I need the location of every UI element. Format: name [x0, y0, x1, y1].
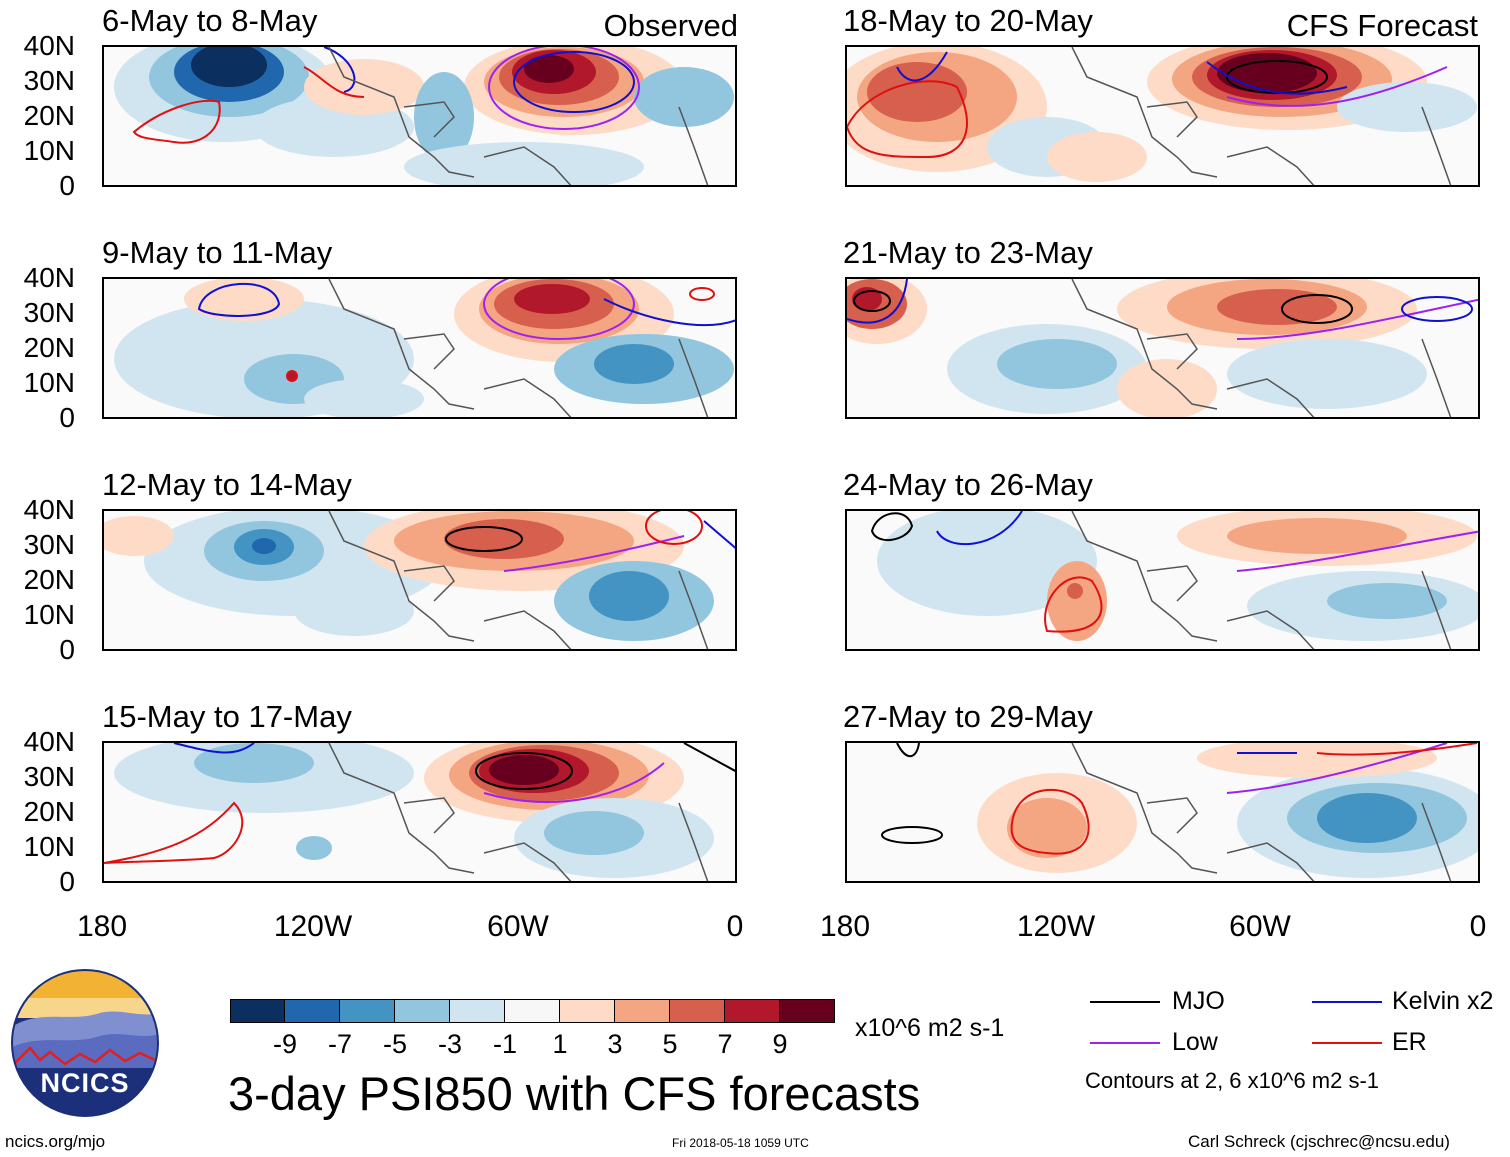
observed-label: Observed: [603, 8, 738, 43]
legend-label-er: ER: [1392, 1028, 1427, 1056]
colorbar-swatch: [615, 999, 670, 1023]
map-field-7: [870, 511, 1478, 649]
lat-label: 10N: [23, 135, 75, 166]
panel-title-7: 24-May to 26-May: [843, 467, 1093, 502]
colorbar-tick: -7: [327, 1029, 352, 1059]
lat-label: 40N: [23, 262, 75, 293]
lat-label: 40N: [23, 30, 75, 61]
map-field-6: [847, 279, 1478, 417]
legend-swatch-low: [1090, 1042, 1160, 1044]
map-field-8: [881, 743, 1478, 881]
map-panel-5: [845, 45, 1480, 187]
legend-swatch-mjo: [1090, 1001, 1160, 1003]
legend-swatch-er: [1312, 1042, 1382, 1044]
map-field-2: [114, 279, 735, 417]
colorbar-swatch: [230, 999, 285, 1023]
lat-label: 10N: [23, 831, 75, 862]
legend-label-mjo: MJO: [1172, 987, 1225, 1015]
lat-label: 10N: [23, 367, 75, 398]
panel-title-4: 15-May to 17-May: [102, 699, 352, 734]
forecast-label: CFS Forecast: [1286, 8, 1478, 43]
map-panel-3: [102, 509, 737, 651]
colorbar-swatch: [340, 999, 395, 1023]
panel-title-2: 9-May to 11-May: [102, 235, 333, 270]
lat-label: 0: [59, 170, 75, 201]
lat-label: 20N: [23, 100, 75, 131]
ncics-logo-text: NCICS: [40, 1068, 130, 1098]
lon-label: 0: [726, 910, 744, 943]
map-field-3: [104, 511, 735, 649]
ncics-logo-graphic: [11, 969, 159, 1117]
ncics-logo: NCICS: [10, 968, 160, 1118]
legend-label-low: Low: [1172, 1028, 1218, 1056]
map-panel-6: [845, 277, 1480, 419]
colorbar-tick: 9: [772, 1029, 788, 1059]
colorbar-swatch: [725, 999, 780, 1023]
colorbar-tick: -1: [492, 1029, 517, 1059]
colorbar-swatch: [670, 999, 725, 1023]
map-panel-4: [102, 741, 737, 883]
lat-label: 40N: [23, 494, 75, 525]
lat-label: 30N: [23, 761, 75, 792]
colorbar-units: x10^6 m2 s-1: [855, 1014, 1005, 1042]
lat-label: 10N: [23, 599, 75, 630]
footer-author: Carl Schreck (cjschrec@ncsu.edu): [1188, 1132, 1450, 1151]
map-panel-7: [845, 509, 1480, 651]
map-panel-8: [845, 741, 1480, 883]
legend-label-kelvin: Kelvin x2: [1392, 987, 1494, 1015]
lat-label: 0: [59, 402, 75, 433]
map-panel-2: [102, 277, 737, 419]
map-panel-1: [102, 45, 737, 187]
colorbar: [230, 999, 835, 1023]
lat-label: 20N: [23, 332, 75, 363]
panel-title-5: 18-May to 20-May: [843, 3, 1093, 38]
lat-label: 30N: [23, 65, 75, 96]
lon-label: 0: [1469, 910, 1487, 943]
colorbar-tick: 1: [552, 1029, 568, 1059]
panel-title-1: 6-May to 8-May: [102, 3, 318, 38]
lat-label: 20N: [23, 564, 75, 595]
colorbar-tick: -5: [382, 1029, 407, 1059]
panel-title-8: 27-May to 29-May: [843, 699, 1093, 734]
footer-url[interactable]: ncics.org/mjo: [5, 1132, 106, 1151]
colorbar-tick: -3: [437, 1029, 462, 1059]
colorbar-tick: 3: [607, 1029, 623, 1059]
colorbar-swatch: [450, 999, 505, 1023]
colorbar-swatch: [395, 999, 450, 1023]
main-title: 3-day PSI850 with CFS forecasts: [228, 1067, 921, 1120]
map-field-4: [104, 743, 735, 881]
map-field-5: [847, 47, 1477, 185]
lon-label: 120W: [273, 910, 353, 943]
colorbar-tick: 7: [717, 1029, 733, 1059]
lat-label: 0: [59, 866, 75, 897]
lon-label: 180: [76, 910, 128, 943]
colorbar-swatch: [285, 999, 340, 1023]
colorbar-swatch: [560, 999, 615, 1023]
lat-label: 30N: [23, 529, 75, 560]
colorbar-swatch: [780, 999, 835, 1023]
lat-label: 30N: [23, 297, 75, 328]
lon-label: 60W: [1229, 910, 1291, 943]
panel-title-6: 21-May to 23-May: [843, 235, 1093, 270]
lon-label: 180: [819, 910, 871, 943]
panel-title-3: 12-May to 14-May: [102, 467, 352, 502]
colorbar-swatch: [505, 999, 560, 1023]
legend-swatch-kelvin: [1312, 1001, 1382, 1003]
footer-timestamp: Fri 2018-05-18 1059 UTC: [672, 1136, 809, 1150]
contours-note: Contours at 2, 6 x10^6 m2 s-1: [1085, 1068, 1380, 1093]
map-field-1: [114, 47, 734, 185]
lat-label: 40N: [23, 726, 75, 757]
lat-label: 0: [59, 634, 75, 665]
lat-label: 20N: [23, 796, 75, 827]
colorbar-tick: -9: [272, 1029, 297, 1059]
lon-label: 60W: [487, 910, 549, 943]
lon-label: 120W: [1016, 910, 1096, 943]
colorbar-tick: 5: [662, 1029, 678, 1059]
